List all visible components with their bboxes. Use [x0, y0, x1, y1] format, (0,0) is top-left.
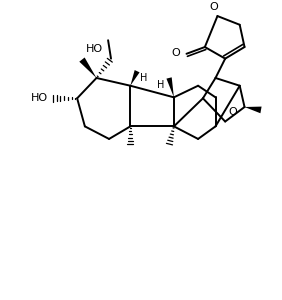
Text: O: O	[209, 2, 218, 12]
Text: H: H	[157, 80, 164, 90]
Text: O: O	[228, 107, 237, 117]
Polygon shape	[79, 58, 96, 78]
Text: HO: HO	[86, 44, 103, 54]
Polygon shape	[130, 70, 140, 86]
Text: HO: HO	[31, 93, 48, 103]
Polygon shape	[244, 106, 262, 113]
Polygon shape	[166, 77, 174, 97]
Text: O: O	[171, 48, 180, 58]
Text: H: H	[140, 73, 147, 83]
